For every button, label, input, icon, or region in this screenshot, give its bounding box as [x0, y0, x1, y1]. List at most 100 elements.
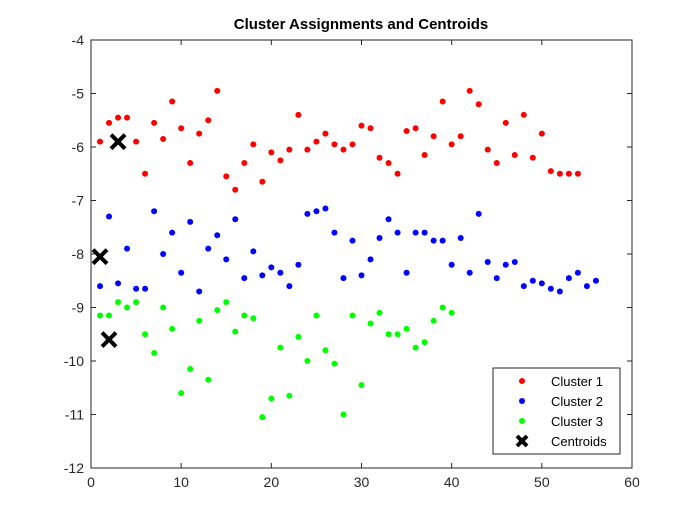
data-point: [529, 154, 536, 161]
legend: Cluster 1 Cluster 2 Cluster 3 Centroids: [492, 367, 621, 455]
data-point: [529, 277, 536, 284]
data-point: [457, 234, 464, 241]
legend-marker: [515, 434, 529, 448]
data-point: [565, 170, 572, 177]
x-tick-label: 30: [354, 474, 370, 490]
data-point: [295, 261, 302, 268]
data-point: [547, 285, 554, 292]
data-point: [205, 245, 212, 252]
data-point: [322, 347, 329, 354]
data-point: [169, 98, 176, 105]
data-point: [196, 288, 203, 295]
y-tick-label: -6: [72, 139, 85, 155]
data-point: [376, 154, 383, 161]
data-point: [502, 261, 509, 268]
data-point: [223, 256, 230, 263]
data-point: [304, 210, 311, 217]
data-point: [169, 229, 176, 236]
data-point: [385, 160, 392, 167]
data-point: [565, 275, 572, 282]
legend-box: [492, 367, 621, 455]
data-point: [358, 382, 365, 389]
legend-entry: Centroids: [515, 434, 607, 449]
data-point: [367, 125, 374, 132]
data-point: [556, 170, 563, 177]
series-3: [97, 299, 455, 421]
data-point: [268, 264, 275, 271]
y-tick-label: -9: [72, 300, 85, 316]
data-point: [277, 157, 284, 164]
legend-label: Cluster 2: [551, 394, 603, 409]
data-point: [403, 269, 410, 276]
data-point: [151, 119, 158, 126]
data-point: [421, 339, 428, 346]
data-point: [439, 98, 446, 105]
data-point: [322, 205, 329, 212]
data-point: [160, 304, 167, 311]
data-point: [250, 141, 257, 148]
data-point: [412, 229, 419, 236]
data-point: [106, 213, 113, 220]
data-point: [286, 283, 293, 290]
data-point: [223, 299, 230, 306]
data-point: [214, 232, 221, 239]
data-point: [592, 277, 599, 284]
data-point: [484, 146, 491, 153]
data-point: [124, 114, 131, 121]
data-point: [133, 285, 140, 292]
data-point: [448, 261, 455, 268]
data-point: [241, 160, 248, 167]
data-point: [241, 275, 248, 282]
data-point: [367, 256, 374, 263]
data-point: [232, 186, 239, 193]
legend-label: Cluster 1: [551, 374, 603, 389]
data-point: [484, 259, 491, 266]
legend-marker: [519, 398, 525, 404]
data-point: [133, 138, 140, 145]
data-point: [133, 299, 140, 306]
data-point: [403, 127, 410, 134]
data-point: [430, 237, 437, 244]
data-point: [187, 160, 194, 167]
data-point: [376, 234, 383, 241]
data-point: [340, 275, 347, 282]
data-point: [286, 392, 293, 399]
data-point: [259, 178, 266, 185]
data-point: [367, 320, 374, 327]
data-point: [313, 208, 320, 215]
data-point: [448, 309, 455, 316]
x-tick-label: 0: [87, 474, 95, 490]
data-point: [250, 315, 257, 322]
legend-entry: Cluster 3: [519, 414, 603, 429]
y-tick-label: -4: [72, 32, 85, 48]
data-point: [349, 141, 356, 148]
data-point: [511, 259, 518, 266]
data-point: [187, 218, 194, 225]
data-point: [295, 333, 302, 340]
y-tick-label: -5: [72, 86, 85, 102]
data-point: [223, 173, 230, 180]
legend-marker: [519, 418, 525, 424]
data-point: [520, 111, 527, 118]
data-point: [106, 312, 113, 319]
y-tick-label: -11: [65, 407, 84, 423]
data-point: [97, 138, 104, 145]
chart-title: Cluster Assignments and Centroids: [234, 16, 489, 33]
data-point: [178, 390, 185, 397]
data-point: [124, 304, 131, 311]
y-tick-label: -8: [72, 246, 85, 262]
legend-label: Centroids: [551, 434, 607, 449]
series-4: [91, 133, 127, 349]
data-point: [187, 366, 194, 373]
data-point: [277, 344, 284, 351]
data-point: [421, 152, 428, 159]
data-point: [538, 130, 545, 137]
data-point: [232, 216, 239, 223]
series-1: [97, 87, 581, 193]
data-point: [439, 237, 446, 244]
data-point: [205, 376, 212, 383]
data-point: [214, 87, 221, 94]
data-point: [493, 160, 500, 167]
data-point: [394, 170, 401, 177]
